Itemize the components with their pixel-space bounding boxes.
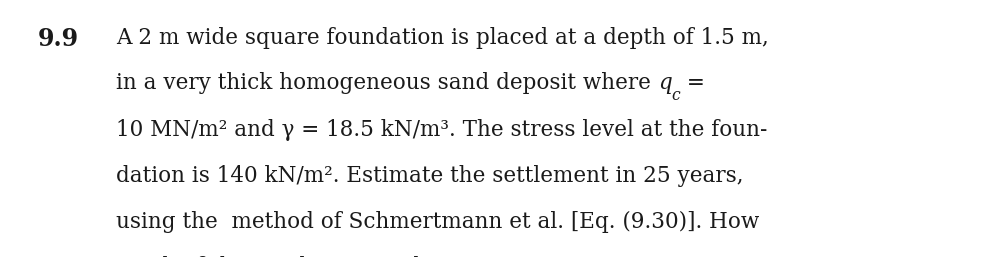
Text: =: = xyxy=(680,72,705,95)
Text: much of this settlement is due to creep?: much of this settlement is due to creep? xyxy=(116,256,555,257)
Text: dation is 140 kN/m². Estimate the settlement in 25 years,: dation is 140 kN/m². Estimate the settle… xyxy=(116,165,743,187)
Text: 10 MN/m² and γ = 18.5 kN/m³. The stress level at the foun-: 10 MN/m² and γ = 18.5 kN/m³. The stress … xyxy=(116,119,767,141)
Text: q: q xyxy=(658,72,672,95)
Text: using the  method of Schmertmann et al. [Eq. (9.30)]. How: using the method of Schmertmann et al. [… xyxy=(116,211,759,233)
Text: in a very thick homogeneous sand deposit where: in a very thick homogeneous sand deposit… xyxy=(116,72,658,95)
Text: 9.9: 9.9 xyxy=(37,27,79,51)
Text: c: c xyxy=(672,87,680,104)
Text: A 2 m wide square foundation is placed at a depth of 1.5 m,: A 2 m wide square foundation is placed a… xyxy=(116,27,769,49)
